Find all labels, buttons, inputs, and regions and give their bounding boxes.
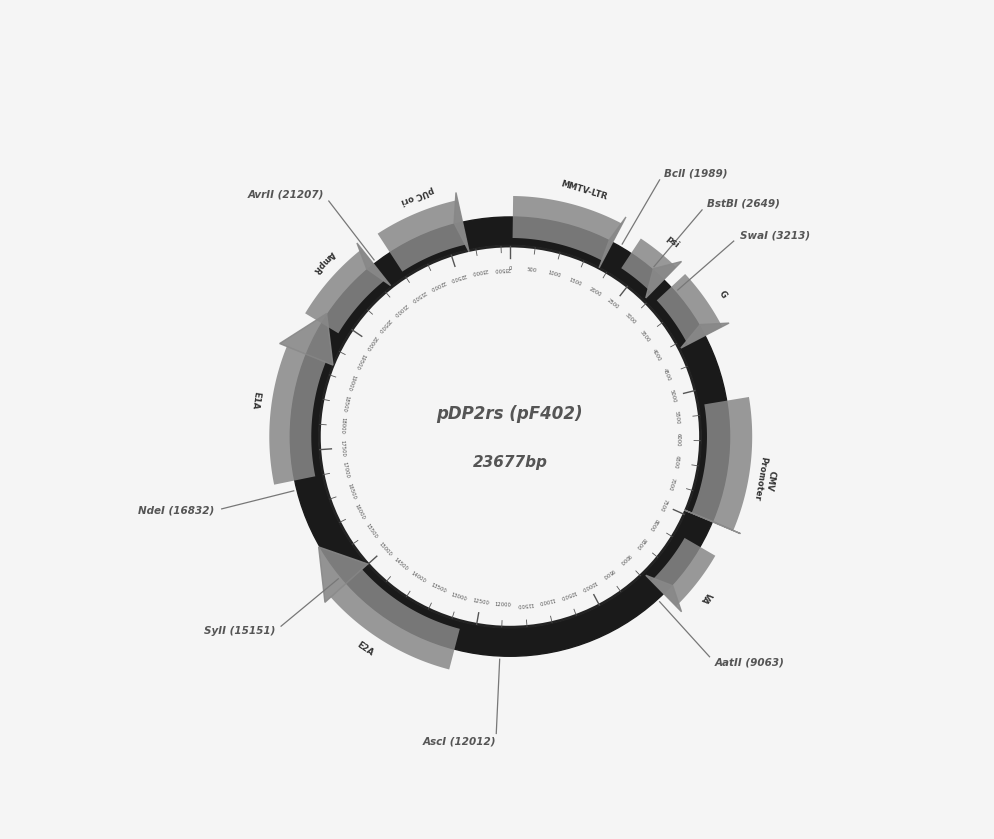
Text: 16500: 16500 <box>346 483 356 500</box>
Circle shape <box>290 217 729 656</box>
Text: BclI (1989): BclI (1989) <box>663 168 727 178</box>
Text: 11500: 11500 <box>516 601 533 607</box>
Text: 7000: 7000 <box>666 477 675 492</box>
Text: E2A: E2A <box>355 640 375 657</box>
Text: 2000: 2000 <box>587 286 601 297</box>
Polygon shape <box>453 192 468 252</box>
Text: 12000: 12000 <box>494 602 511 607</box>
Polygon shape <box>656 274 722 345</box>
Text: MMTV-LTR: MMTV-LTR <box>559 180 607 202</box>
Text: 15500: 15500 <box>364 523 378 539</box>
Circle shape <box>319 246 700 628</box>
Text: 3000: 3000 <box>623 313 636 326</box>
Text: NdeI (16832): NdeI (16832) <box>138 506 214 516</box>
Text: 1000: 1000 <box>547 270 561 279</box>
Text: 18000: 18000 <box>339 417 345 435</box>
Text: 15000: 15000 <box>377 541 392 557</box>
Text: AscI (12012): AscI (12012) <box>422 736 495 746</box>
Text: 20500: 20500 <box>377 317 392 333</box>
Polygon shape <box>305 249 386 333</box>
Text: G: G <box>716 289 727 300</box>
Text: CMV
Promoter: CMV Promoter <box>750 456 777 503</box>
Text: 9000: 9000 <box>617 553 631 565</box>
Polygon shape <box>620 238 675 293</box>
Text: pUC ori: pUC ori <box>400 185 435 206</box>
Polygon shape <box>512 196 621 261</box>
Text: 12500: 12500 <box>471 598 489 606</box>
Polygon shape <box>357 243 391 285</box>
Polygon shape <box>650 538 715 607</box>
Polygon shape <box>279 314 333 365</box>
Text: 17000: 17000 <box>341 461 349 479</box>
Text: 8000: 8000 <box>647 518 658 532</box>
Text: 18500: 18500 <box>341 395 349 413</box>
Text: 3500: 3500 <box>638 329 650 343</box>
Text: 500: 500 <box>526 267 537 274</box>
Text: 23677bp: 23677bp <box>472 455 547 470</box>
Polygon shape <box>645 262 681 298</box>
Text: SyII (15151): SyII (15151) <box>204 626 274 636</box>
Text: 4000: 4000 <box>650 347 661 362</box>
Text: 13000: 13000 <box>450 591 467 602</box>
Text: 10500: 10500 <box>559 589 577 599</box>
Polygon shape <box>680 323 729 348</box>
Polygon shape <box>318 547 368 602</box>
Text: AmpR: AmpR <box>311 248 336 275</box>
Text: SwaI (3213): SwaI (3213) <box>739 231 809 241</box>
Text: 14500: 14500 <box>393 557 409 572</box>
Text: pDP2rs (pF402): pDP2rs (pF402) <box>436 405 582 423</box>
Text: VA: VA <box>698 589 713 605</box>
Text: 6000: 6000 <box>675 434 680 447</box>
Text: 19000: 19000 <box>346 373 356 391</box>
Text: 13500: 13500 <box>429 582 446 594</box>
Text: 6500: 6500 <box>672 456 679 470</box>
Text: 21500: 21500 <box>410 289 426 303</box>
Text: 17500: 17500 <box>339 440 345 456</box>
Text: 20000: 20000 <box>364 334 378 351</box>
Text: 16000: 16000 <box>354 503 366 521</box>
Text: psi: psi <box>664 234 680 250</box>
Text: 19500: 19500 <box>353 353 365 370</box>
Text: AatII (9063): AatII (9063) <box>714 658 784 668</box>
Polygon shape <box>378 200 467 272</box>
Text: 22500: 22500 <box>449 272 466 282</box>
Text: BstBI (2649): BstBI (2649) <box>707 199 779 209</box>
Text: 1500: 1500 <box>568 277 581 287</box>
Text: E1A: E1A <box>249 390 261 409</box>
Text: 22000: 22000 <box>428 279 446 291</box>
Text: 2500: 2500 <box>606 298 619 310</box>
Polygon shape <box>330 569 459 670</box>
Text: 10000: 10000 <box>580 579 596 591</box>
Text: 23500: 23500 <box>493 266 510 272</box>
Text: 21000: 21000 <box>392 302 408 316</box>
Text: 14000: 14000 <box>410 571 426 585</box>
Text: 7500: 7500 <box>658 498 668 513</box>
Polygon shape <box>691 397 751 530</box>
Polygon shape <box>645 576 681 612</box>
Text: 5500: 5500 <box>673 411 680 425</box>
Text: 23000: 23000 <box>471 268 488 275</box>
Text: 4500: 4500 <box>661 367 670 382</box>
Text: 0: 0 <box>508 266 511 271</box>
Polygon shape <box>598 217 625 268</box>
Polygon shape <box>269 347 325 485</box>
Polygon shape <box>684 510 740 534</box>
Text: AvrII (21207): AvrII (21207) <box>248 190 324 200</box>
Text: 5000: 5000 <box>668 389 676 404</box>
Text: 11000: 11000 <box>538 597 556 605</box>
Text: 8500: 8500 <box>633 536 645 550</box>
Text: 9500: 9500 <box>600 567 614 579</box>
